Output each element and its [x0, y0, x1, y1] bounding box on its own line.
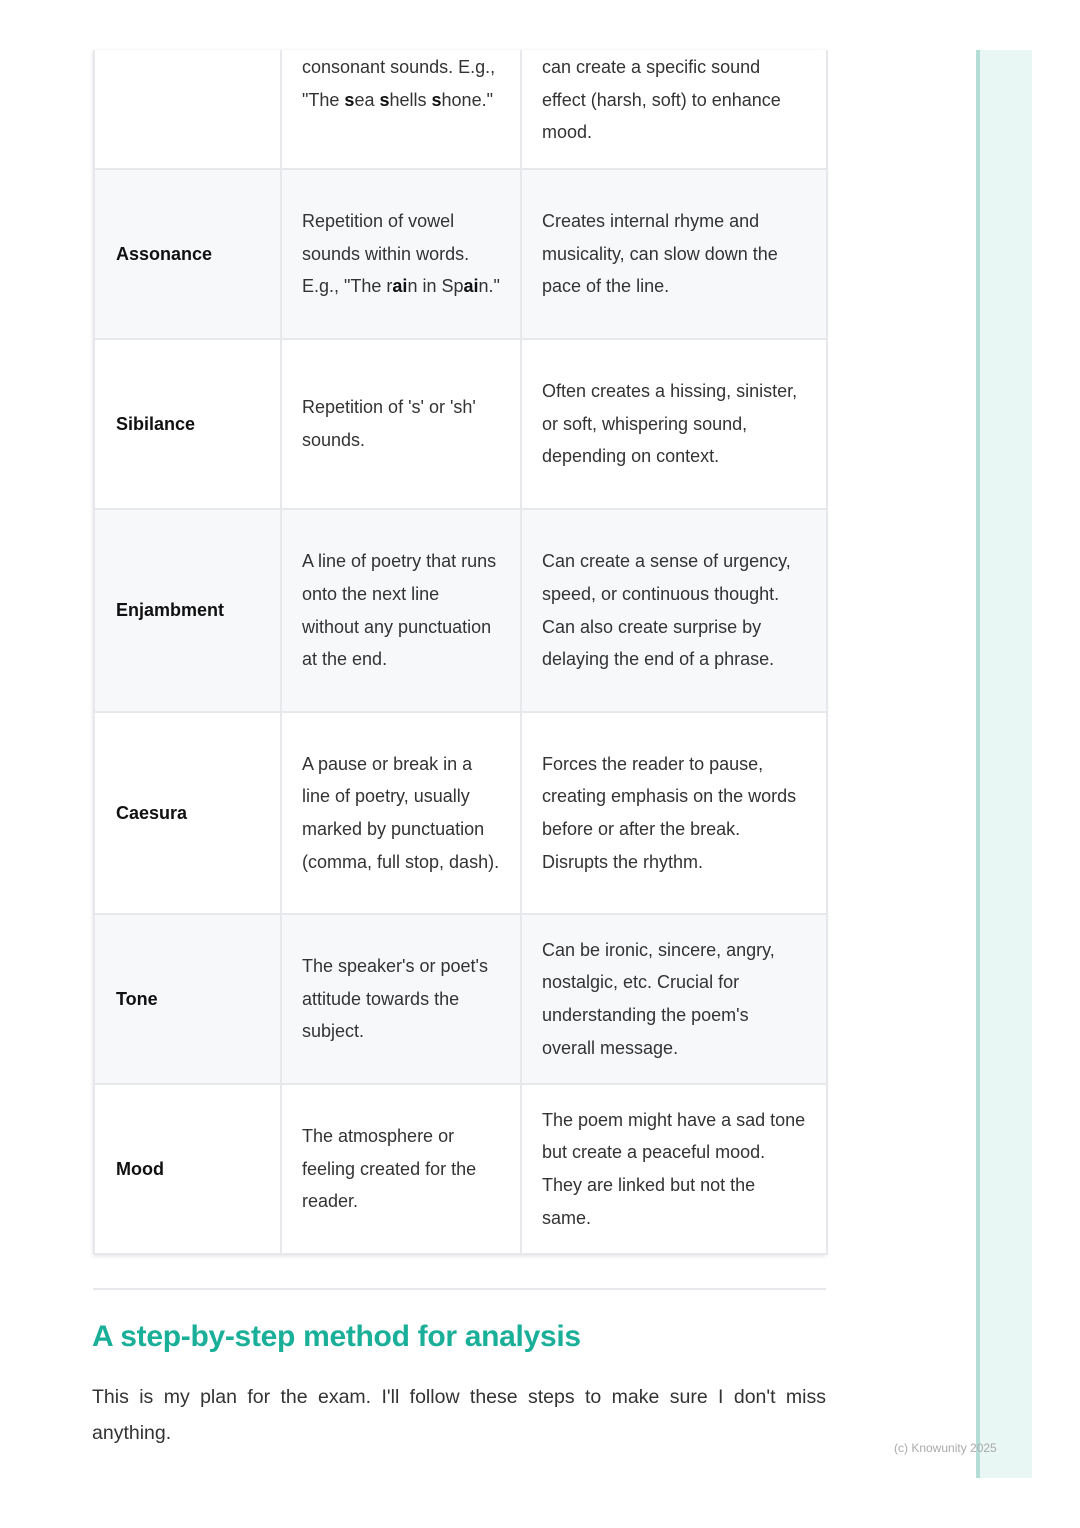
- table-row: Assonance Repetition of vowel sounds with…: [93, 168, 828, 340]
- definition-cell: The speaker's or poet's attitude towards…: [280, 913, 522, 1085]
- text-segment: n.": [478, 276, 500, 297]
- definition-cell: A pause or break in a line of poetry, us…: [280, 711, 522, 915]
- effect-cell: Can be ironic, sincere, angry, nostalgic…: [520, 913, 828, 1085]
- text-segment: n in Sp: [407, 276, 464, 297]
- table-row: Mood The atmosphere or feeling created fo…: [93, 1083, 828, 1255]
- term-cell: Tone: [93, 913, 282, 1085]
- text-segment: consonant sounds. E.g., "The: [302, 57, 496, 110]
- bold-segment: s: [379, 89, 390, 110]
- text-segment: Repetition of vowel sounds within words.…: [302, 210, 470, 297]
- bold-segment: s: [431, 89, 442, 110]
- definition-cell: consonant sounds. E.g., "The sea shells …: [280, 50, 522, 170]
- term-cell: Caesura: [93, 711, 282, 915]
- term-cell: Assonance: [93, 168, 282, 340]
- table-row: Enjambment A line of poetry that runs ont…: [93, 508, 828, 713]
- table-row: Caesura A pause or break in a line of poe…: [93, 711, 828, 915]
- side-panel: [976, 50, 1032, 1478]
- effect-cell: Can create a sense of urgency, speed, or…: [520, 508, 828, 713]
- table-row: Sibilance Repetition of 's' or 'sh' sound…: [93, 338, 828, 510]
- poetic-devices-table: consonant sounds. E.g., "The sea shells …: [93, 50, 828, 1255]
- definition-cell: A line of poetry that runs onto the next…: [280, 508, 522, 713]
- term-cell: Enjambment: [93, 508, 282, 713]
- text-segment: A line of poetry that runs onto the next…: [302, 551, 497, 670]
- copyright-footer: (c) Knowunity 2025: [894, 1441, 997, 1455]
- definition-cell: Repetition of vowel sounds within words.…: [280, 168, 522, 340]
- effect-cell: can create a specific sound effect (hars…: [520, 50, 828, 170]
- text-segment: A pause or break in a line of poetry, us…: [302, 753, 500, 872]
- text-segment: The atmosphere or feeling created for th…: [302, 1125, 477, 1212]
- definition-cell: Repetition of 's' or 'sh' sounds.: [280, 338, 522, 510]
- term-cell: Mood: [93, 1083, 282, 1255]
- text-segment: The speaker's or poet's attitude towards…: [302, 955, 488, 1042]
- effect-cell: Forces the reader to pause, creating emp…: [520, 711, 828, 915]
- text-segment: ea: [354, 89, 380, 110]
- text-segment: hone.": [441, 89, 493, 110]
- effect-cell: The poem might have a sad tone but creat…: [520, 1083, 828, 1255]
- text-segment: Repetition of 's' or 'sh' sounds.: [302, 397, 476, 450]
- term-cell: [93, 50, 282, 170]
- section-paragraph: This is my plan for the exam. I'll follo…: [92, 1386, 826, 1444]
- effect-cell: Often creates a hissing, sinister, or so…: [520, 338, 828, 510]
- definition-cell: The atmosphere or feeling created for th…: [280, 1083, 522, 1255]
- bold-segment: s: [344, 89, 355, 110]
- text-segment: hells: [389, 89, 432, 110]
- section-divider: [93, 1288, 826, 1290]
- term-cell: Sibilance: [93, 338, 282, 510]
- effect-cell: Creates internal rhyme and musicality, c…: [520, 168, 828, 340]
- table-row: consonant sounds. E.g., "The sea shells …: [93, 50, 828, 170]
- table-row: Tone The speaker's or poet's attitude tow…: [93, 913, 828, 1085]
- bold-segment: ai: [392, 276, 408, 297]
- bold-segment: ai: [463, 276, 479, 297]
- section-heading: A step-by-step method for analysis: [92, 1320, 581, 1353]
